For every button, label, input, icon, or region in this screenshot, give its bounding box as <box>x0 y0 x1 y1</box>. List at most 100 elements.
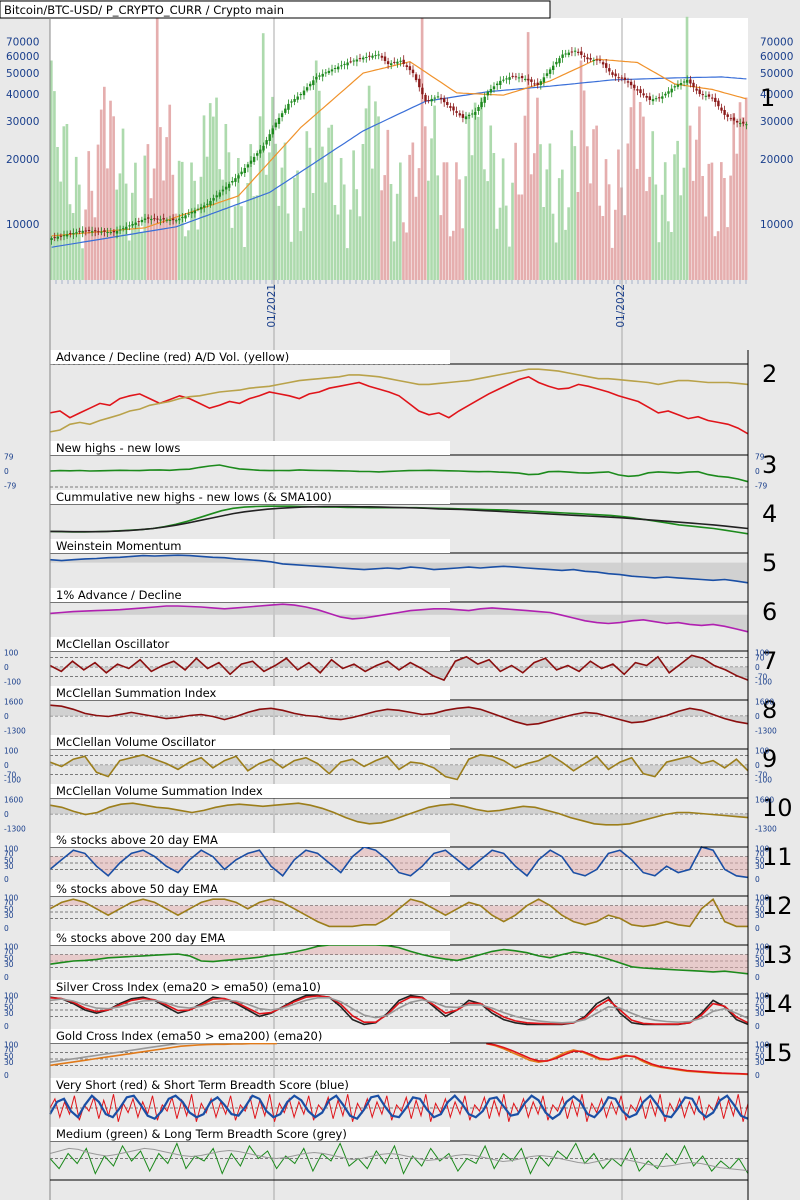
y-tick-label-right: 30000 <box>760 116 793 128</box>
panel-number: 3 <box>762 451 777 479</box>
candle-body <box>337 66 340 70</box>
candle-body <box>517 77 521 79</box>
volume-bar <box>744 97 748 280</box>
candle-body <box>592 60 595 61</box>
volume-bar <box>168 104 172 280</box>
panel-title: Cummulative new highs - new lows (& SMA1… <box>56 490 332 504</box>
panel-title-box <box>50 588 450 602</box>
x-tick-label: 01/2021 <box>266 284 278 328</box>
volume-bar <box>548 143 552 280</box>
y-tick-label-left: 70 <box>4 947 14 956</box>
panel-ad: Advance / Decline (red) A/D Vol. (yellow… <box>49 350 777 435</box>
series-darkred-line <box>49 704 749 726</box>
candle-body <box>246 164 250 168</box>
volume-bar <box>339 158 343 280</box>
y-tick-label-left: 50 <box>4 954 14 963</box>
volume-bar <box>289 241 293 280</box>
volume-bar <box>716 231 720 280</box>
candle-body <box>651 99 655 102</box>
candle-body <box>667 91 670 94</box>
panel-p200: % stocks above 200 day EMA13100705030010… <box>4 931 793 982</box>
panel-pad: 1% Advance / Decline 6 <box>49 588 777 633</box>
candle-body <box>514 76 518 78</box>
candle-body <box>474 112 477 115</box>
volume-bar <box>514 142 517 280</box>
volume-bar <box>498 207 502 280</box>
y-tick-label-right: 100 <box>755 844 770 853</box>
volume-bar <box>405 232 408 280</box>
volume-bar <box>233 206 237 280</box>
candle-body <box>636 89 639 91</box>
candle-body <box>190 212 193 214</box>
y-tick-label-right: 0 <box>755 712 760 721</box>
candle-body <box>477 107 480 111</box>
volume-bar <box>635 168 639 280</box>
volume-bar <box>358 216 362 280</box>
y-tick-label-left: 0 <box>4 810 9 819</box>
candle-body <box>670 88 673 93</box>
candle-body <box>439 97 443 100</box>
candle-body <box>265 140 268 145</box>
volume-bar <box>296 170 299 280</box>
y-tick-label-left: 10000 <box>6 219 39 231</box>
candle-body <box>112 230 116 233</box>
volume-bar <box>71 213 75 280</box>
candle-body <box>153 218 156 220</box>
y-tick-label-left: -100 <box>4 677 21 686</box>
y-tick-label-left: 70 <box>4 898 14 907</box>
y-tick-label-right: -1300 <box>755 824 777 833</box>
volume-bar <box>601 216 605 280</box>
series-olive-line <box>49 802 749 826</box>
candle-body <box>536 82 539 86</box>
candle-body <box>115 230 119 234</box>
volume-bar <box>480 97 483 280</box>
volume-bar <box>564 229 567 280</box>
y-tick-label-right: 70 <box>755 653 765 662</box>
volume-bar <box>208 103 212 280</box>
candle-body <box>221 189 225 192</box>
series-fill <box>50 803 748 825</box>
volume-bar <box>84 209 87 280</box>
panel-number: 9 <box>762 745 777 773</box>
candle-body <box>377 54 380 56</box>
panel-title-box <box>50 1029 450 1043</box>
volume-bar <box>529 174 533 280</box>
volume-bar <box>146 144 150 280</box>
y-tick-label-right: 0 <box>755 761 760 770</box>
volume-bar <box>695 139 698 280</box>
y-tick-label-left: 40000 <box>6 89 39 101</box>
y-tick-label-right: 1600 <box>755 795 774 804</box>
volume-bar <box>670 232 673 280</box>
candle-body <box>305 87 309 91</box>
candle-body <box>259 149 262 154</box>
candle-body <box>539 81 542 85</box>
candle-body <box>262 145 265 151</box>
volume-bar <box>283 142 287 280</box>
candle-body <box>84 230 87 232</box>
panel-vsbs: Very Short (red) & Short Term Breadth Sc… <box>49 1078 749 1122</box>
y-tick-label-left: 0 <box>4 761 9 770</box>
candle-body <box>355 59 359 62</box>
volume-bar <box>286 213 290 280</box>
panel-title: 1% Advance / Decline <box>56 588 182 602</box>
volume-bar <box>476 116 480 281</box>
volume-bar <box>470 155 474 280</box>
candle-body <box>421 87 424 95</box>
y-tick-label-right: 100 <box>755 893 770 902</box>
panel-title: New highs - new lows <box>56 441 180 455</box>
volume-bar <box>311 193 315 280</box>
candle-body <box>374 55 377 57</box>
candle-body <box>75 232 78 234</box>
candle-body <box>280 113 284 118</box>
volume-bar <box>324 182 327 280</box>
candle-body <box>580 51 583 55</box>
candle-body <box>65 234 69 237</box>
candle-body <box>570 51 574 53</box>
panel-title: McClellan Volume Oscillator <box>56 735 216 749</box>
volume-bar <box>174 213 178 280</box>
volume-bar <box>551 213 555 280</box>
volume-bar <box>364 108 368 281</box>
volume-bar <box>701 176 704 280</box>
panel-title: McClellan Oscillator <box>56 637 169 651</box>
volume-bar <box>455 162 458 280</box>
